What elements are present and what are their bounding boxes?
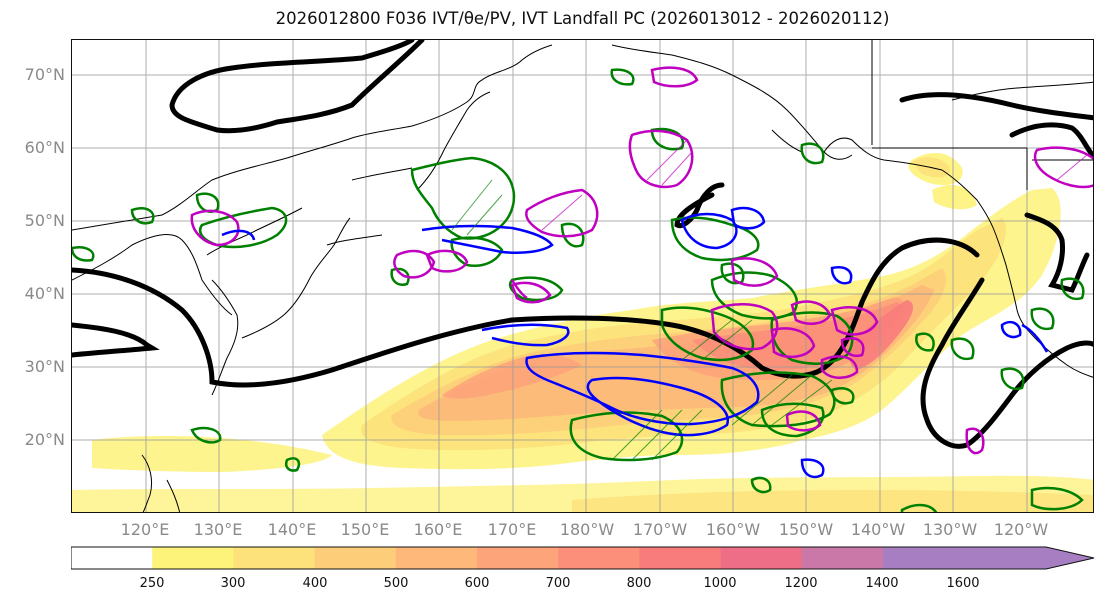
lon-label-130w: 130°W (922, 520, 978, 539)
ivt-colorbar (71, 546, 1095, 570)
lon-label-120w: 120°W (993, 520, 1049, 539)
colorbar-cell (314, 547, 397, 569)
colorbar-cell (477, 547, 559, 569)
cbar-tick-600: 600 (464, 576, 490, 591)
coastlines (72, 40, 1093, 512)
cbar-tick-700: 700 (545, 576, 571, 591)
colorbar-cell (395, 547, 478, 569)
cbar-tick-1400: 1400 (865, 576, 899, 591)
lon-label-160w: 160°W (705, 520, 761, 539)
lon-label-140e: 140°E (267, 520, 317, 539)
colorbar-cell (639, 547, 722, 569)
colorbar-cell (71, 547, 153, 569)
pv-negative-contours (190, 66, 1093, 455)
map-panel (71, 39, 1094, 513)
ivt-shading (72, 153, 1093, 512)
lon-label-150w: 150°W (778, 520, 834, 539)
cbar-tick-500: 500 (383, 576, 409, 591)
lon-label-160e: 160°E (413, 520, 463, 539)
landfall-contours (221, 206, 1049, 479)
cbar-tick-1600: 1600 (946, 576, 980, 591)
colorbar-cell (801, 547, 884, 569)
lat-label-20n: 20°N (24, 430, 65, 449)
map-canvas (72, 40, 1093, 512)
lat-label-50n: 50°N (24, 211, 65, 230)
colorbar-cell (883, 547, 1094, 569)
lat-label-40n: 40°N (24, 284, 65, 303)
lon-label-170e: 170°E (487, 520, 537, 539)
cbar-tick-1200: 1200 (784, 576, 818, 591)
cbar-tick-800: 800 (626, 576, 652, 591)
lon-label-120e: 120°E (120, 520, 170, 539)
cbar-tick-300: 300 (220, 576, 246, 591)
hatching (451, 179, 833, 461)
lon-label-130e: 130°E (193, 520, 243, 539)
lon-label-170w: 170°W (632, 520, 688, 539)
pv-positive-contours (72, 68, 1085, 512)
lon-label-140w: 140°W (850, 520, 906, 539)
lat-lon-gridlines (72, 40, 1093, 512)
lat-label-30n: 30°N (24, 357, 65, 376)
cbar-tick-250: 250 (139, 576, 165, 591)
hatching-negative (541, 139, 1088, 231)
lon-label-150e: 150°E (340, 520, 390, 539)
colorbar-cell (720, 547, 803, 569)
plot-title: 2026012800 F036 IVT/θe/PV, IVT Landfall … (275, 9, 890, 28)
lat-label-70n: 70°N (24, 65, 65, 84)
colorbar-cell (558, 547, 640, 569)
lat-label-60n: 60°N (24, 138, 65, 157)
colorbar-cell (152, 547, 234, 569)
lon-label-180w: 180°W (559, 520, 615, 539)
cbar-tick-1000: 1000 (703, 576, 737, 591)
colorbar-cell (233, 547, 316, 569)
cbar-tick-400: 400 (302, 576, 328, 591)
